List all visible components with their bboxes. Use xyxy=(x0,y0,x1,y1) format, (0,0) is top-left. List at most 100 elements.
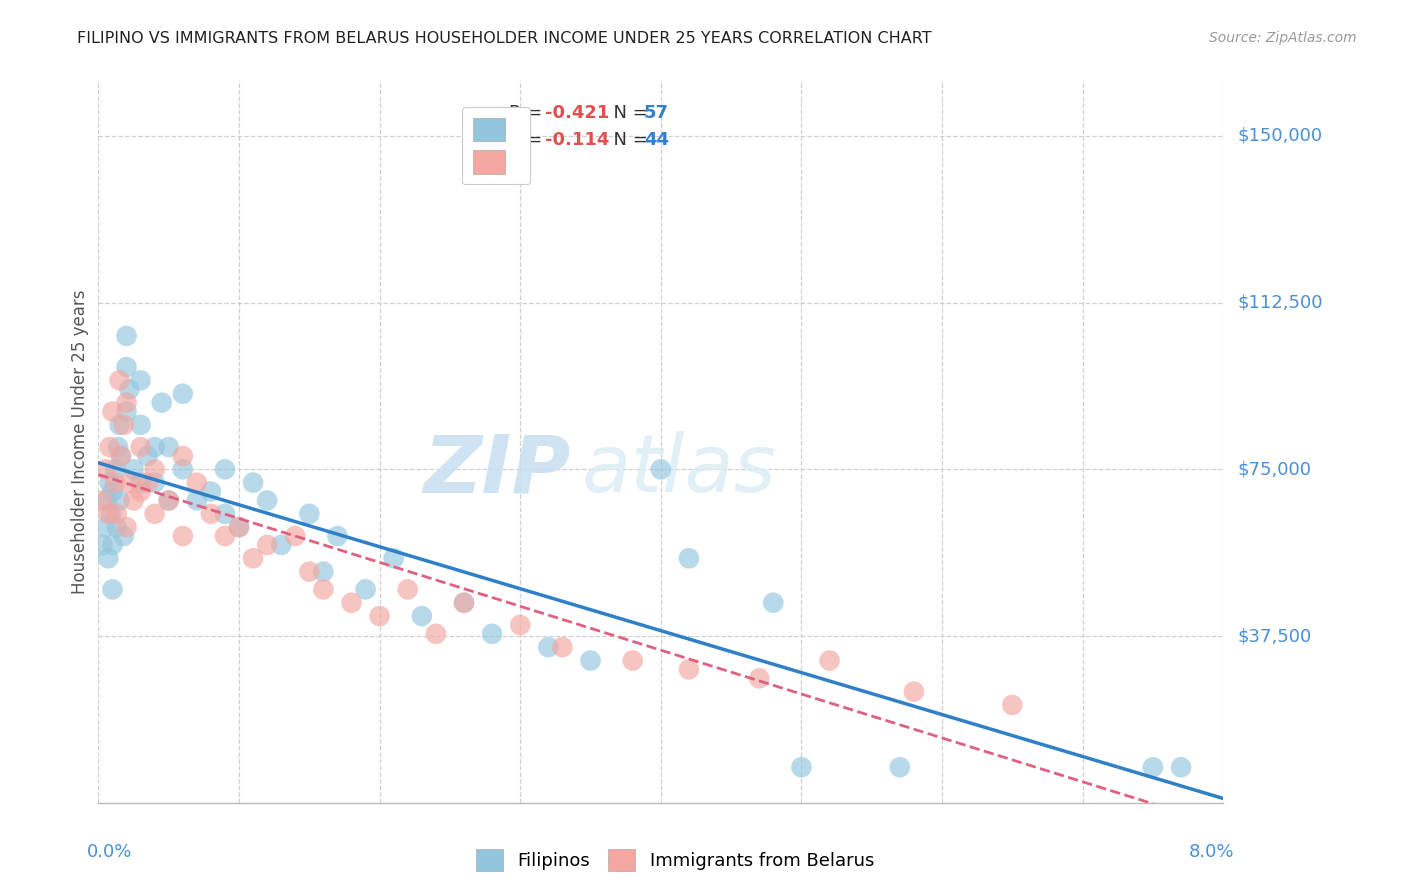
Point xyxy=(354,582,377,597)
Text: 57: 57 xyxy=(644,103,669,122)
Point xyxy=(143,475,166,490)
Text: 0.0%: 0.0% xyxy=(87,843,132,861)
Point xyxy=(98,475,121,490)
Point xyxy=(903,684,925,698)
Point xyxy=(748,671,770,685)
Point xyxy=(284,529,307,543)
Point xyxy=(186,475,208,490)
Point xyxy=(551,640,574,655)
Point xyxy=(98,440,121,454)
Point xyxy=(107,440,129,454)
Point xyxy=(94,520,117,534)
Text: 44: 44 xyxy=(644,130,669,149)
Point xyxy=(579,653,602,667)
Point xyxy=(122,462,145,476)
Point xyxy=(150,395,173,409)
Point xyxy=(112,529,135,543)
Point xyxy=(678,551,700,566)
Point xyxy=(143,507,166,521)
Point xyxy=(172,386,194,401)
Point xyxy=(368,609,391,624)
Point xyxy=(453,596,475,610)
Point xyxy=(396,582,419,597)
Point xyxy=(118,475,141,490)
Text: R =: R = xyxy=(509,103,548,122)
Legend: Filipinos, Immigrants from Belarus: Filipinos, Immigrants from Belarus xyxy=(468,842,882,879)
Point xyxy=(762,596,785,610)
Point xyxy=(91,493,114,508)
Point xyxy=(186,493,208,508)
Point xyxy=(115,404,138,418)
Point xyxy=(129,484,152,499)
Point xyxy=(650,462,672,476)
Point xyxy=(242,475,264,490)
Point xyxy=(112,417,135,432)
Point xyxy=(118,382,141,396)
Point xyxy=(312,582,335,597)
Point xyxy=(790,760,813,774)
Point xyxy=(256,493,278,508)
Point xyxy=(101,484,124,499)
Point xyxy=(818,653,841,667)
Point xyxy=(101,582,124,597)
Point xyxy=(509,618,531,632)
Point xyxy=(172,462,194,476)
Text: N =: N = xyxy=(602,130,654,149)
Point xyxy=(129,440,152,454)
Point xyxy=(312,565,335,579)
Text: $112,500: $112,500 xyxy=(1237,293,1323,311)
Point xyxy=(110,449,132,463)
Text: $150,000: $150,000 xyxy=(1237,127,1322,145)
Point xyxy=(889,760,911,774)
Point xyxy=(91,538,114,552)
Point xyxy=(1170,760,1192,774)
Point xyxy=(97,507,120,521)
Point xyxy=(100,507,122,521)
Point xyxy=(143,462,166,476)
Point xyxy=(110,449,132,463)
Point xyxy=(143,440,166,454)
Point xyxy=(129,475,152,490)
Text: $75,000: $75,000 xyxy=(1237,460,1312,478)
Point xyxy=(453,596,475,610)
Point xyxy=(108,493,131,508)
Point xyxy=(214,462,236,476)
Point xyxy=(96,493,118,508)
Point xyxy=(298,507,321,521)
Text: FILIPINO VS IMMIGRANTS FROM BELARUS HOUSEHOLDER INCOME UNDER 25 YEARS CORRELATIO: FILIPINO VS IMMIGRANTS FROM BELARUS HOUS… xyxy=(77,31,932,46)
Text: -0.421: -0.421 xyxy=(546,103,609,122)
Point xyxy=(340,596,363,610)
Text: Source: ZipAtlas.com: Source: ZipAtlas.com xyxy=(1209,31,1357,45)
Point xyxy=(214,529,236,543)
Point xyxy=(1001,698,1024,712)
Text: -0.114: -0.114 xyxy=(546,130,609,149)
Point xyxy=(537,640,560,655)
Point xyxy=(270,538,292,552)
Point xyxy=(105,507,128,521)
Point xyxy=(157,493,180,508)
Point xyxy=(115,329,138,343)
Y-axis label: Householder Income Under 25 years: Householder Income Under 25 years xyxy=(70,289,89,594)
Point xyxy=(256,538,278,552)
Point xyxy=(411,609,433,624)
Point xyxy=(200,484,222,499)
Point xyxy=(157,493,180,508)
Point xyxy=(214,507,236,521)
Point xyxy=(129,373,152,387)
Point xyxy=(97,551,120,566)
Point xyxy=(425,627,447,641)
Legend: , : , xyxy=(461,107,530,185)
Point xyxy=(101,538,124,552)
Point xyxy=(1142,760,1164,774)
Point xyxy=(200,507,222,521)
Point xyxy=(104,475,127,490)
Point xyxy=(382,551,405,566)
Text: R =: R = xyxy=(509,130,548,149)
Point xyxy=(101,404,124,418)
Point xyxy=(326,529,349,543)
Text: 8.0%: 8.0% xyxy=(1189,843,1234,861)
Point xyxy=(122,493,145,508)
Point xyxy=(298,565,321,579)
Point xyxy=(108,373,131,387)
Point xyxy=(621,653,644,667)
